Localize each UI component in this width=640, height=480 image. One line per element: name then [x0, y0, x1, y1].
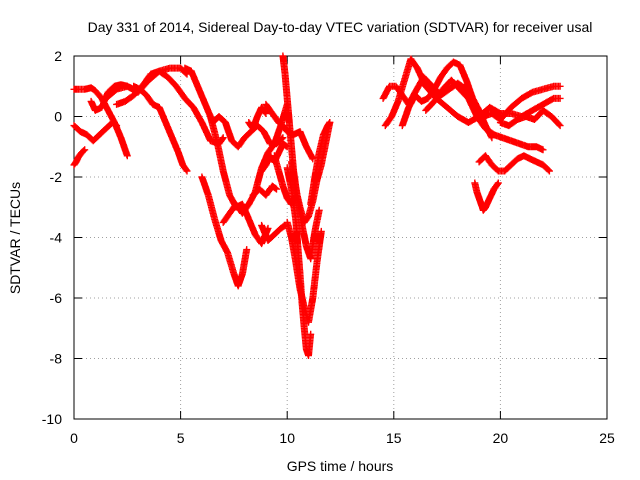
x-tick-label: 10 — [279, 430, 295, 446]
plus-markers — [283, 218, 325, 326]
y-tick-label: 0 — [54, 109, 62, 125]
series-track-28 — [471, 179, 502, 214]
x-tick-label: 25 — [599, 430, 615, 446]
y-tick-label: -4 — [50, 230, 63, 246]
plus-markers — [258, 221, 289, 244]
y-tick-label: -10 — [42, 411, 62, 427]
series-track-6 — [113, 67, 227, 148]
y-tick-label: -2 — [50, 169, 63, 185]
plus-markers — [70, 84, 131, 160]
y-tick-label: -8 — [50, 351, 63, 367]
plus-markers — [181, 64, 272, 248]
series-track-12 — [245, 103, 270, 133]
series-track-8 — [181, 64, 272, 248]
x-tick-label: 15 — [386, 430, 402, 446]
x-tick-label: 5 — [177, 430, 185, 446]
x-tick-label: 20 — [493, 430, 509, 446]
x-axis-label: GPS time / hours — [287, 458, 394, 474]
chart-title: Day 331 of 2014, Sidereal Day-to-day VTE… — [88, 19, 593, 35]
plus-markers — [475, 152, 553, 175]
series-track-29 — [496, 106, 564, 130]
series-track-9 — [198, 173, 251, 290]
series-track-7 — [130, 82, 191, 175]
data-points — [70, 52, 564, 359]
axis-ticks — [73, 55, 608, 420]
plus-markers — [70, 119, 121, 145]
series-track-2 — [70, 146, 89, 169]
series-track-14 — [258, 221, 289, 244]
series-track-25 — [398, 58, 496, 142]
series-track-22 — [307, 119, 334, 208]
plus-markers — [249, 182, 280, 199]
series-track-1 — [70, 84, 131, 160]
plus-markers — [130, 82, 191, 175]
plus-markers — [245, 103, 270, 133]
plus-markers — [307, 119, 334, 208]
y-axis-label: SDTVAR / TECUs — [7, 182, 23, 294]
plus-markers — [398, 58, 496, 142]
series-track-3 — [70, 119, 121, 145]
x-tick-label: 0 — [70, 430, 78, 446]
axis-tick-labels: 0 5 10 15 20 25 -10 -8 -6 -4 -2 0 2 — [42, 48, 615, 446]
series-track-13 — [249, 182, 280, 199]
y-tick-label: 2 — [54, 48, 62, 64]
plus-markers — [113, 67, 227, 148]
plus-markers — [198, 173, 251, 290]
series-track-27 — [475, 152, 553, 175]
series-track-21 — [283, 218, 325, 326]
series-track-26 — [422, 76, 547, 154]
y-tick-label: -6 — [50, 290, 63, 306]
plus-markers — [496, 106, 564, 130]
plus-markers — [422, 76, 547, 154]
plus-markers — [471, 179, 502, 214]
plus-markers — [70, 146, 89, 169]
